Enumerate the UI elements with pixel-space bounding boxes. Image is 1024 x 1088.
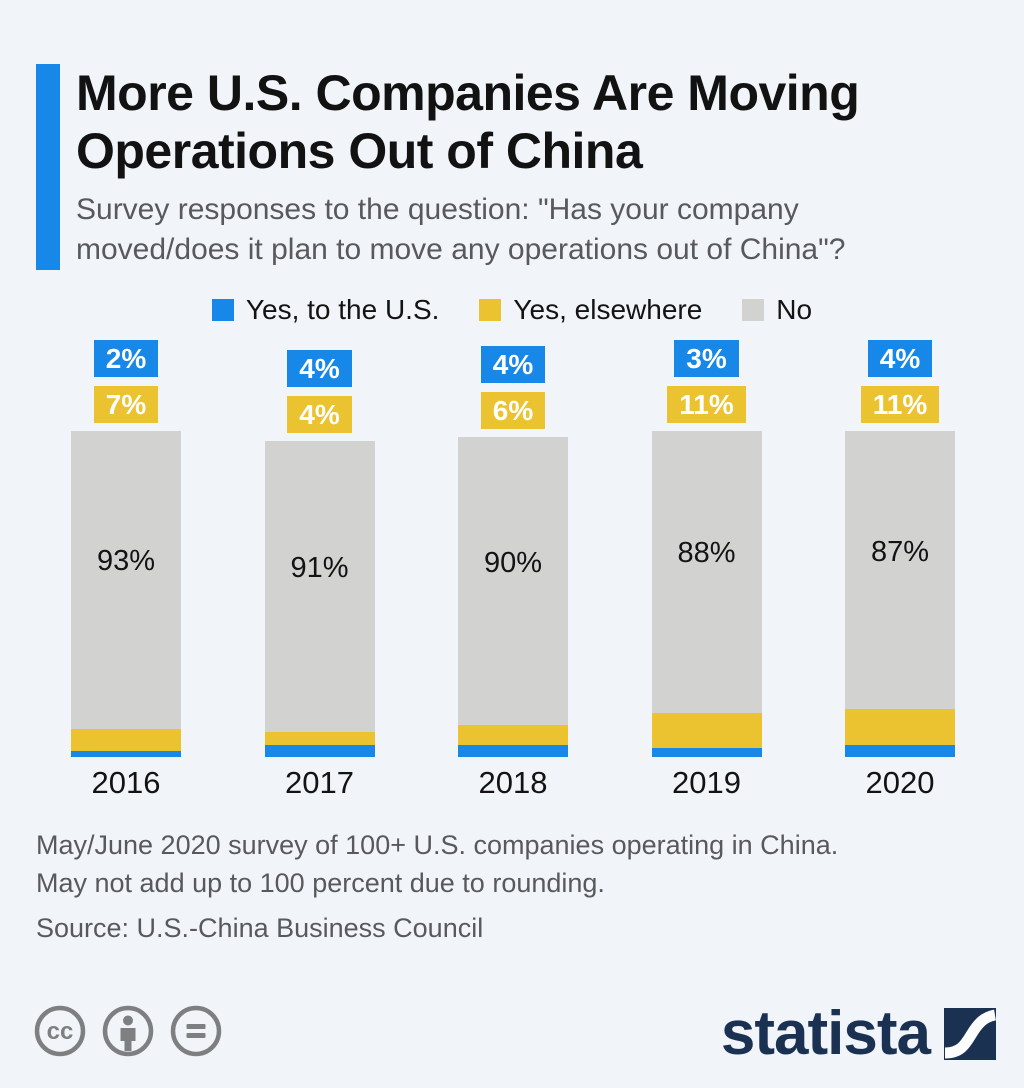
title-line-2: Operations Out of China <box>76 123 643 179</box>
bar-segment-no-label: 93% <box>96 545 156 578</box>
accent-bar <box>36 64 60 270</box>
legend: Yes, to the U.S. Yes, elsewhere No <box>0 294 1024 326</box>
bar-segment-yes-elsewhere <box>71 728 181 751</box>
bar-segment-no-label: 87% <box>870 535 930 568</box>
bar-label-yes-elsewhere: 4% <box>287 395 352 433</box>
page-title: More U.S. Companies Are Moving Operation… <box>76 64 860 180</box>
stacked-bar: 87% <box>845 431 955 758</box>
statista-logo: statista <box>720 998 996 1068</box>
bar-segment-no: 88% <box>651 431 762 713</box>
bar-column-2020: 4% 11% 87% 2020 <box>845 340 955 801</box>
stacked-bar: 93% <box>71 431 181 758</box>
x-axis-label-2019: 2019 <box>672 765 741 801</box>
chart: 2% 7% 93% 2016 4% 4% 91% 2017 4% 6% 90% 2018 3% 11% 88… <box>71 340 955 801</box>
bar-segment-yes-to-us <box>845 744 955 758</box>
bar-label-yes-elsewhere: 6% <box>480 392 546 430</box>
header-text: More U.S. Companies Are Moving Operation… <box>76 64 860 270</box>
bar-segment-no: 90% <box>458 437 568 726</box>
statista-wordmark: statista <box>720 998 931 1068</box>
bar-label-yes-to-us: 2% <box>93 340 159 377</box>
footer-notes: May/June 2020 survey of 100+ U.S. compan… <box>36 826 988 947</box>
creative-commons-icons: cc <box>34 1005 222 1062</box>
statista-logo-mark-icon <box>944 1007 996 1060</box>
subtitle-line-1: Survey responses to the question: "Has y… <box>76 193 799 226</box>
legend-swatch-yes-elsewhere <box>479 299 502 321</box>
bar-label-yes-to-us: 4% <box>867 340 933 377</box>
legend-swatch-yes-to-the-u-s <box>211 299 234 321</box>
bar-label-yes-to-us: 4% <box>480 346 546 384</box>
bar-segment-yes-elsewhere <box>458 725 568 745</box>
stacked-bar: 90% <box>458 437 568 758</box>
bar-segment-no: 87% <box>845 431 955 710</box>
bar-segment-yes-elsewhere <box>845 709 955 745</box>
x-axis-label-2018: 2018 <box>478 765 548 801</box>
bottom-bar: cc statista <box>34 998 996 1068</box>
stacked-bar: 91% <box>264 440 375 758</box>
bar-segment-no: 93% <box>71 431 181 729</box>
bar-segment-no: 91% <box>264 440 375 732</box>
header: More U.S. Companies Are Moving Operation… <box>36 64 988 270</box>
bar-column-2019: 3% 11% 88% 2019 <box>651 340 762 801</box>
legend-item-yes-to-the-u-s: Yes, to the U.S. <box>211 294 440 326</box>
bar-segment-yes-to-us <box>264 744 375 758</box>
x-axis-label-2017: 2017 <box>285 765 354 801</box>
title-line-1: More U.S. Companies Are Moving <box>76 65 860 121</box>
bar-segment-yes-to-us <box>71 750 181 758</box>
subtitle: Survey responses to the question: "Has y… <box>76 190 859 270</box>
legend-label: Yes, elsewhere <box>513 294 703 325</box>
bar-label-yes-to-us: 4% <box>287 349 352 387</box>
bar-column-2018: 4% 6% 90% 2018 <box>458 346 568 801</box>
bar-segment-no-label: 90% <box>483 546 543 579</box>
cc-icon: cc <box>34 1005 86 1062</box>
legend-item-yes-elsewhere: Yes, elsewhere <box>479 294 702 326</box>
svg-text:cc: cc <box>47 1018 74 1045</box>
bar-label-yes-elsewhere: 11% <box>667 386 746 423</box>
legend-label: Yes, to the U.S. <box>245 294 440 325</box>
bar-segment-yes-elsewhere <box>264 731 375 745</box>
bar-column-2016: 2% 7% 93% 2016 <box>71 340 181 801</box>
legend-item-no: No <box>742 294 812 326</box>
survey-note-line-1: May/June 2020 survey of 100+ U.S. compan… <box>36 830 839 861</box>
no-derivatives-icon <box>170 1005 222 1062</box>
stacked-bar: 88% <box>651 431 762 758</box>
bar-label-yes-elsewhere: 11% <box>860 386 940 423</box>
x-axis-label-2016: 2016 <box>91 765 161 801</box>
attribution-icon <box>102 1005 154 1062</box>
bar-segment-no-label: 88% <box>677 537 736 570</box>
bar-label-yes-to-us: 3% <box>674 340 739 377</box>
bar-label-yes-elsewhere: 7% <box>93 386 159 423</box>
source-note: Source: U.S.-China Business Council <box>36 913 484 944</box>
bar-segment-yes-to-us <box>458 744 568 758</box>
survey-note-line-2: May not add up to 100 percent due to rou… <box>36 868 605 899</box>
legend-swatch-no <box>742 299 765 321</box>
bar-segment-yes-to-us <box>651 747 762 758</box>
bar-segment-yes-elsewhere <box>651 712 762 748</box>
x-axis-label-2020: 2020 <box>865 765 935 801</box>
subtitle-line-2: moved/does it plan to move any operation… <box>76 233 846 266</box>
bar-column-2017: 4% 4% 91% 2017 <box>264 349 375 802</box>
bar-segment-no-label: 91% <box>290 551 349 584</box>
legend-label: No <box>776 294 813 325</box>
